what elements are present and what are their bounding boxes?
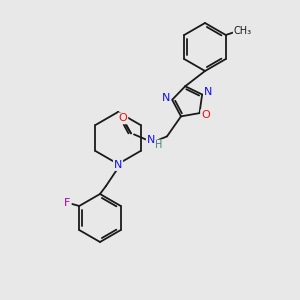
Text: H: H — [155, 140, 163, 150]
Text: N: N — [147, 135, 155, 146]
Text: N: N — [114, 160, 122, 170]
Text: N: N — [204, 88, 212, 98]
Text: N: N — [162, 93, 170, 103]
Text: CH₃: CH₃ — [234, 26, 252, 36]
Text: O: O — [118, 113, 127, 123]
Text: O: O — [201, 110, 210, 120]
Text: F: F — [64, 198, 70, 208]
